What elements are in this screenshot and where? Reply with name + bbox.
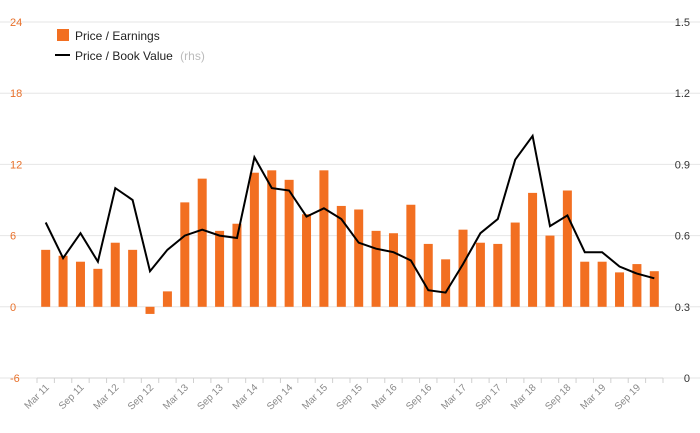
left-tick-label: 6 <box>10 231 16 243</box>
price-book-line <box>44 133 655 294</box>
x-axis: Mar 11 Sep 11 Mar 12 Sep 12 Mar 13 Sep 13 Mar … <box>23 377 664 413</box>
x-tick-label: Sep 15 <box>335 382 365 412</box>
bar-series <box>41 170 659 314</box>
pe-bar <box>615 272 625 307</box>
x-tick-label: Sep 13 <box>196 382 226 412</box>
pe-bar <box>180 202 190 307</box>
pe-bar <box>510 222 520 307</box>
x-tick-label: Mar 16 <box>370 382 400 412</box>
pe-bar <box>597 261 607 307</box>
right-axis-ticks: 0 0.3 0.6 0.9 1.2 1.5 <box>675 17 690 385</box>
left-tick-label: 0 <box>10 302 16 314</box>
legend-label-pbv-name: Price / Book Value <box>75 49 173 63</box>
pe-bar <box>145 306 155 314</box>
pe-bar <box>93 268 103 307</box>
pe-bar <box>632 264 642 307</box>
pe-bar <box>371 230 381 307</box>
pe-bar <box>249 172 259 307</box>
left-tick-label: 18 <box>10 88 22 100</box>
pe-bar <box>110 242 120 307</box>
x-tick-label: Mar 18 <box>509 382 539 412</box>
x-tick-label: Mar 17 <box>439 382 469 412</box>
x-tick-label: Sep 17 <box>474 382 504 412</box>
legend-label-rhs: (rhs) <box>180 49 205 63</box>
pe-bar <box>128 249 138 307</box>
pe-bar <box>302 214 312 307</box>
legend-swatch-bar <box>57 29 69 41</box>
x-tick-label: Mar 12 <box>92 382 122 412</box>
gridlines <box>0 21 700 379</box>
x-tick-label: Sep 11 <box>57 382 87 412</box>
pe-bar <box>75 261 85 307</box>
pe-bar <box>354 209 364 307</box>
x-tick-label: Sep 16 <box>404 382 434 412</box>
left-axis-ticks: -6 0 6 12 18 24 <box>10 17 22 385</box>
legend: Price / Earnings Price / Book Value (rhs… <box>55 29 205 63</box>
x-tick-label: Sep 18 <box>543 382 573 412</box>
pe-bar <box>458 229 468 307</box>
right-tick-label: 0 <box>684 373 690 385</box>
pe-bar <box>41 249 51 307</box>
right-tick-label: 1.5 <box>675 17 690 29</box>
pe-bar <box>493 243 503 307</box>
pe-bar <box>215 230 225 307</box>
pe-bar <box>197 178 207 307</box>
pe-bar <box>580 261 590 307</box>
pe-bar <box>267 170 277 307</box>
pe-bar <box>528 192 538 307</box>
pe-bar <box>319 170 329 307</box>
left-tick-label: 12 <box>10 159 22 171</box>
x-tick-label: Sep 14 <box>265 382 295 412</box>
pe-bar <box>162 291 172 307</box>
left-tick-label: 24 <box>10 17 22 29</box>
pe-bar <box>441 259 451 307</box>
x-tick-label: Mar 11 <box>23 382 53 412</box>
right-tick-label: 1.2 <box>675 88 690 100</box>
pe-bar <box>545 235 555 307</box>
pe-bar <box>649 271 659 307</box>
pe-bar <box>423 243 433 307</box>
pe-bar <box>336 205 346 307</box>
x-tick-label: Mar 14 <box>231 382 261 412</box>
left-tick-label: -6 <box>10 373 20 385</box>
pe-bar <box>232 223 242 307</box>
right-tick-label: 0.6 <box>675 231 690 243</box>
pe-bar <box>562 190 572 307</box>
x-tick-label: Mar 19 <box>578 382 608 412</box>
x-tick-label: Mar 13 <box>161 382 191 412</box>
right-tick-label: 0.3 <box>675 302 690 314</box>
x-tick-label: Sep 19 <box>613 382 643 412</box>
pe-bar <box>406 204 416 307</box>
right-tick-label: 0.9 <box>675 159 690 171</box>
pe-bar <box>475 242 485 307</box>
legend-label-pbv: Price / Book Value (rhs) <box>75 49 205 63</box>
pe-bar <box>388 233 398 307</box>
x-tick-label: Mar 15 <box>300 382 330 412</box>
pe-bar <box>58 255 68 307</box>
legend-label-pe: Price / Earnings <box>75 29 160 43</box>
pe-bar <box>284 179 294 307</box>
x-tick-label: Sep 12 <box>126 382 156 412</box>
